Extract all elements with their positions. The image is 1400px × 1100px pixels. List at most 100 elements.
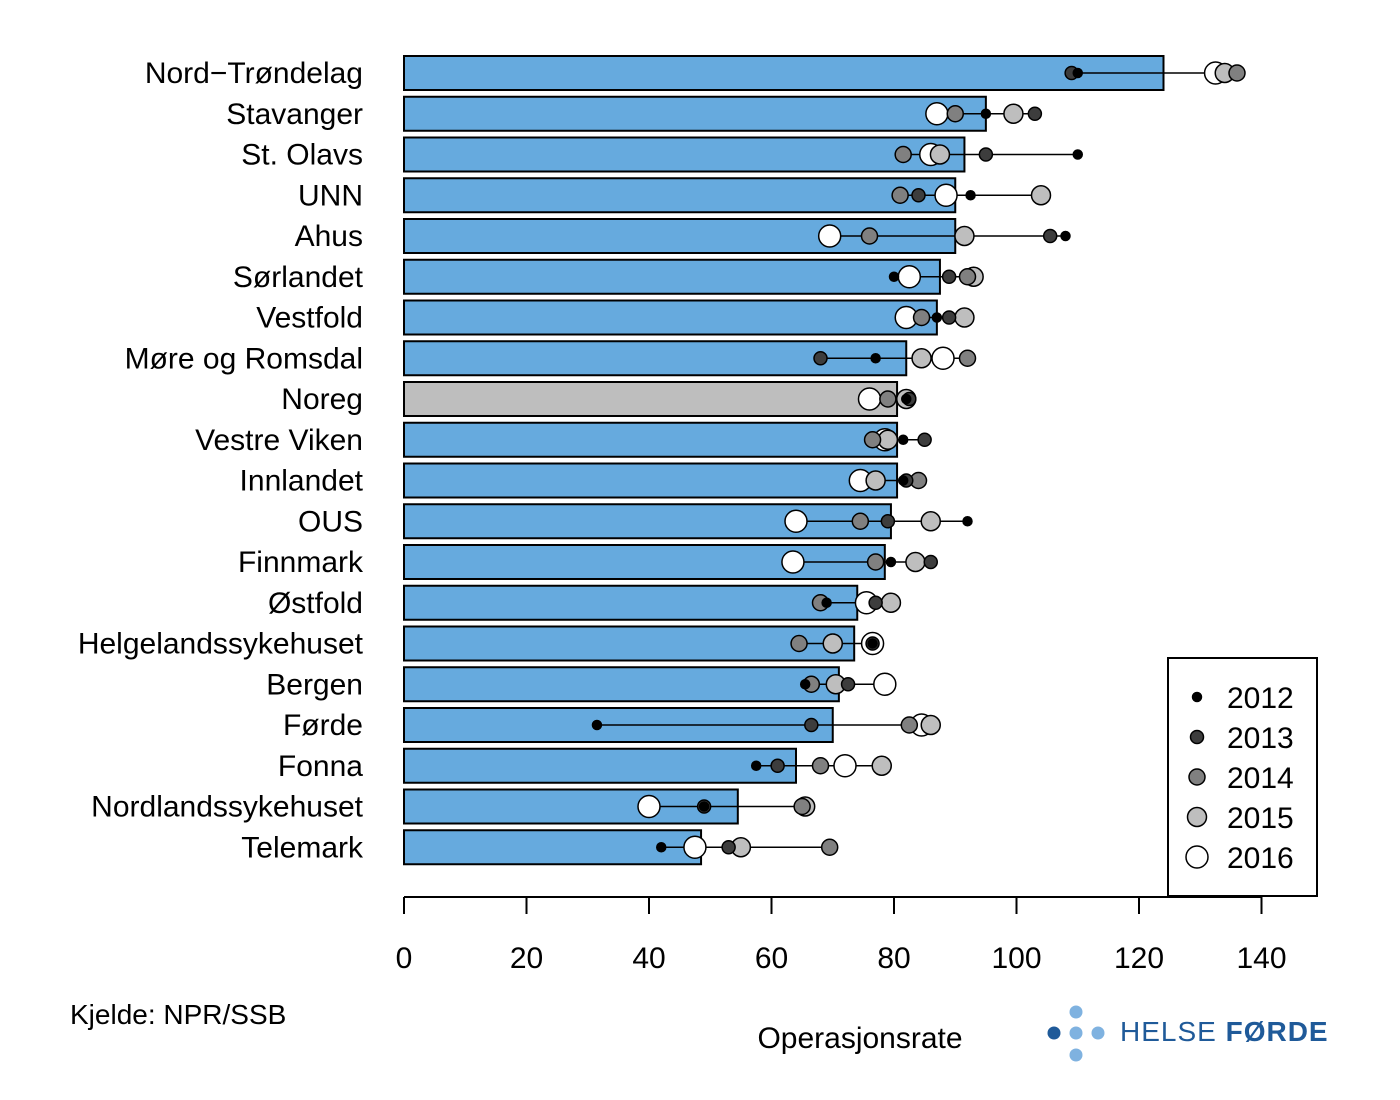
x-axis-title: Operasjonsrate <box>757 1022 962 1055</box>
bar <box>403 584 859 621</box>
legend-label: 2014 <box>1227 762 1294 795</box>
marker-2012 <box>867 638 878 649</box>
marker-2013 <box>770 758 785 773</box>
logo-dot-right <box>1091 1026 1105 1040</box>
bar <box>403 299 938 336</box>
logo-dot-top <box>1069 1005 1083 1019</box>
marker-2015 <box>929 144 951 165</box>
marker-2016 <box>817 224 842 248</box>
category-label: Vestfold <box>256 302 363 335</box>
x-axis: 0 20 40 60 80 100 120 140 <box>396 896 1287 975</box>
marker-2015 <box>920 714 941 736</box>
marker-2012 <box>885 556 897 568</box>
marker-2012 <box>591 719 603 731</box>
marker-2015 <box>865 470 886 491</box>
marker-2012 <box>870 353 881 364</box>
marker-2014 <box>851 512 870 530</box>
marker-2015 <box>905 551 926 573</box>
marker-2014 <box>790 634 808 653</box>
x-tick-label: 100 <box>991 942 1041 975</box>
marker-2013 <box>813 351 828 366</box>
legend-label: 2016 <box>1227 842 1294 875</box>
marker-2012 <box>897 434 909 445</box>
marker-2014 <box>793 797 811 816</box>
marker-2013 <box>1042 228 1058 244</box>
marker-2016 <box>857 387 882 411</box>
marker-2016 <box>897 265 922 289</box>
marker-2013 <box>978 147 994 162</box>
category-label: Helgelandssykehuset <box>78 628 364 661</box>
marker-2014 <box>958 268 977 286</box>
marker-2014 <box>958 349 977 367</box>
marker-2015 <box>1003 103 1024 124</box>
marker-2012 <box>888 271 900 282</box>
marker-2015 <box>954 307 975 328</box>
category-label: Nord−Trøndelag <box>145 57 363 90</box>
marker-2012 <box>980 108 992 119</box>
marker-2012 <box>962 516 973 527</box>
category-label: Fonna <box>278 750 363 783</box>
marker-2013 <box>941 269 957 284</box>
marker-2012 <box>897 475 909 486</box>
legend-marker-2016 <box>1185 845 1209 869</box>
marker-2014 <box>860 227 879 245</box>
category-label: Finnmark <box>238 546 364 579</box>
marker-2016 <box>833 754 857 778</box>
bar <box>403 258 941 295</box>
category-labels: Nord−Trøndelag Stavanger St. Olavs UNN Ahus S… <box>78 57 364 864</box>
category-label: Møre og Romsdal <box>125 342 363 375</box>
marker-2013 <box>880 514 896 529</box>
marker-2014 <box>891 186 909 204</box>
bar <box>403 95 987 132</box>
marker-2012 <box>656 842 667 853</box>
legend: 2012 2013 2014 2015 2016 <box>1167 657 1318 897</box>
marker-2012 <box>750 760 762 771</box>
legend-marker-2015 <box>1186 806 1208 828</box>
legend-marker-2014 <box>1188 768 1206 786</box>
bar <box>403 55 1165 91</box>
category-label: Vestre Viken <box>195 424 363 457</box>
category-label: Bergen <box>266 668 363 701</box>
marker-2014 <box>912 308 931 327</box>
marker-2013 <box>917 432 932 447</box>
bar <box>403 381 899 417</box>
x-tick-label: 40 <box>632 942 665 975</box>
bars-layer <box>403 55 1165 866</box>
bar <box>403 747 797 784</box>
marker-2014 <box>820 838 839 856</box>
marker-2013 <box>923 554 938 570</box>
x-tick-label: 140 <box>1236 942 1286 975</box>
svg-text:HELSE FØRDE: HELSE FØRDE <box>1120 1016 1329 1047</box>
marker-2014 <box>811 757 830 775</box>
legend-marker-2012 <box>1191 691 1203 703</box>
legend-marker-2013 <box>1189 729 1205 745</box>
legend-label: 2015 <box>1227 802 1294 835</box>
marker-2015 <box>911 348 932 369</box>
marker-2012 <box>1072 67 1083 79</box>
marker-2014 <box>866 553 885 571</box>
marker-2016 <box>934 183 958 207</box>
marker-2015 <box>954 225 975 247</box>
marker-2015 <box>871 755 892 776</box>
marker-2014 <box>879 390 897 408</box>
category-label: Ahus <box>295 220 363 253</box>
bar <box>403 829 703 866</box>
marker-2015 <box>822 633 843 654</box>
source-note: Kjelde: NPR/SSB <box>70 999 286 1030</box>
marker-2013 <box>840 677 856 692</box>
category-label: Nordlandssykehuset <box>91 791 363 824</box>
bar <box>403 666 840 703</box>
marker-2016 <box>683 835 707 859</box>
marker-2013 <box>911 188 926 203</box>
x-tick-label: 120 <box>1114 942 1164 975</box>
markers-layer <box>591 61 1246 859</box>
category-label: UNN <box>298 179 363 212</box>
marker-2012 <box>901 393 912 405</box>
legend-label: 2012 <box>1227 682 1294 715</box>
marker-2014 <box>894 145 912 164</box>
category-label: Stavanger <box>226 98 363 131</box>
marker-2013 <box>868 595 883 610</box>
marker-2016 <box>931 346 955 370</box>
helse-forde-logo: HELSE FØRDE <box>1047 1005 1329 1062</box>
marker-2014 <box>946 105 964 123</box>
